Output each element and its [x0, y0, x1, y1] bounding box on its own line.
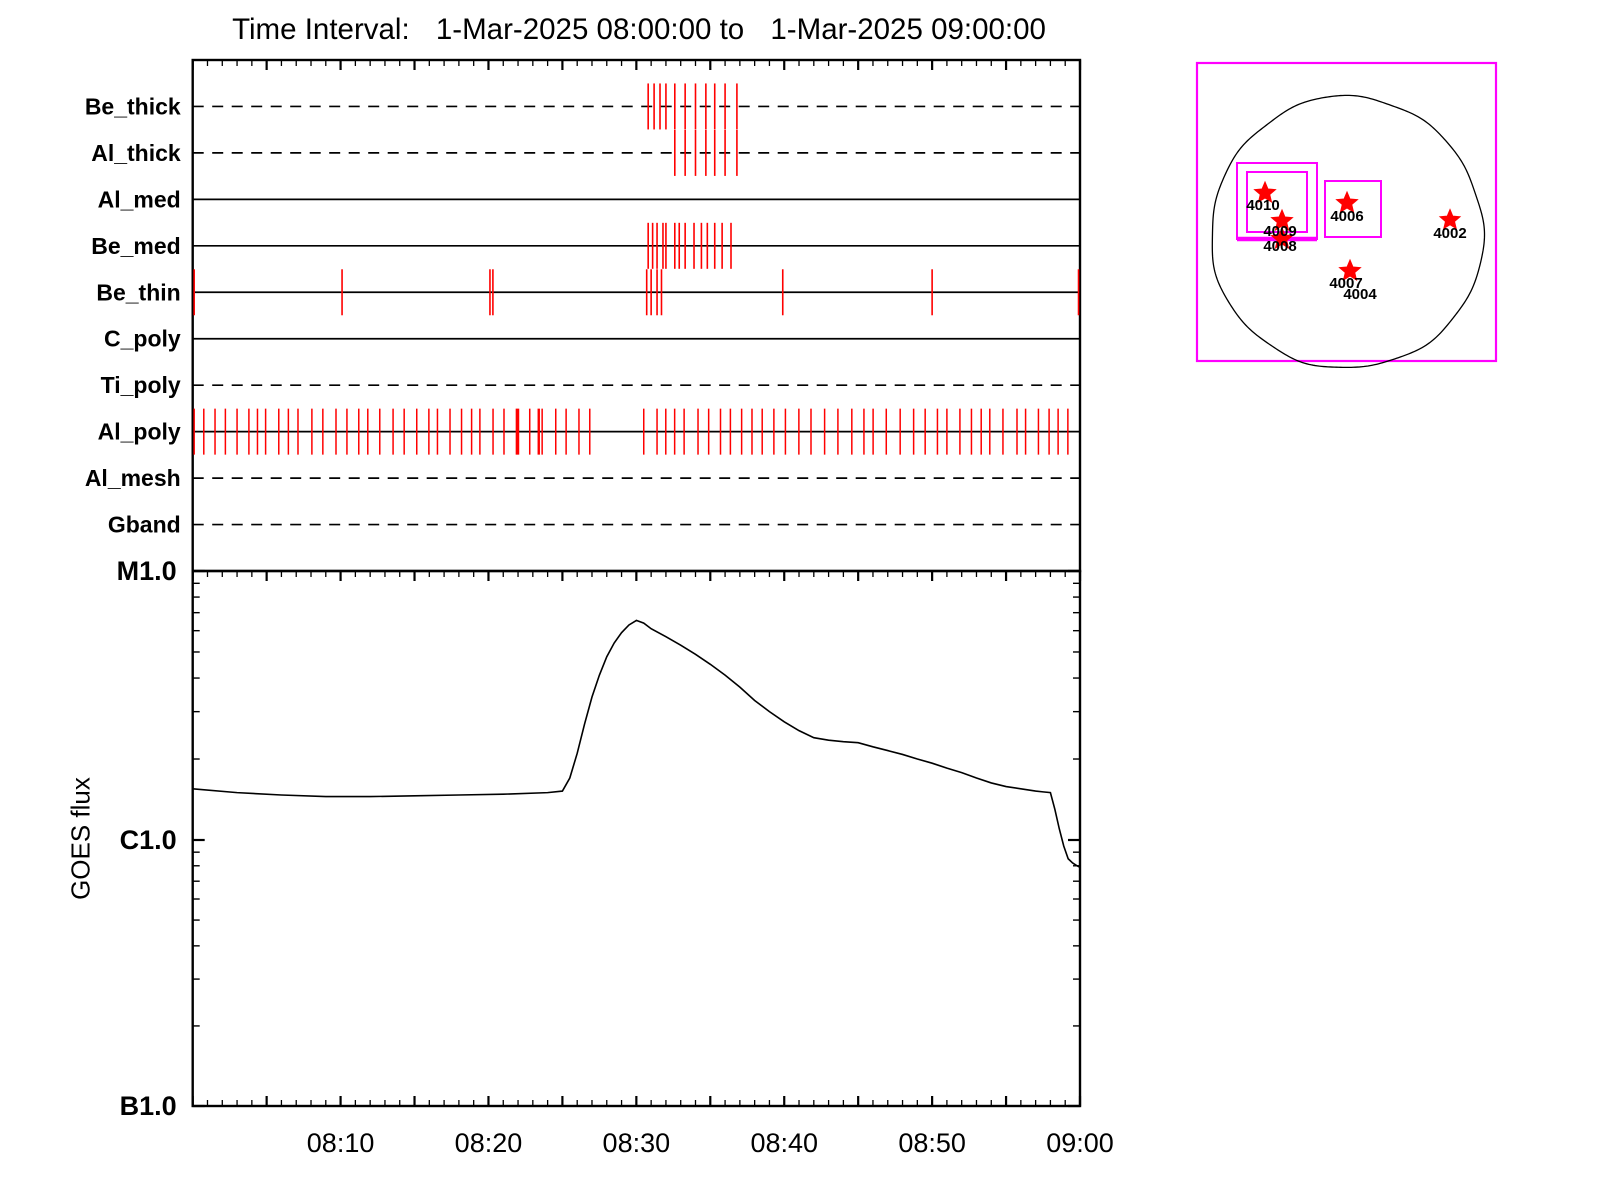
svg-text:Al_med: Al_med — [98, 186, 181, 212]
svg-text:4008: 4008 — [1263, 238, 1296, 255]
svg-text:Be_thick: Be_thick — [85, 93, 181, 119]
svg-text:4004: 4004 — [1343, 286, 1377, 303]
svg-text:08:30: 08:30 — [603, 1128, 671, 1158]
svg-text:Al_thick: Al_thick — [91, 140, 181, 166]
svg-text:Time Interval: 1-Mar-2025 08:0: Time Interval: 1-Mar-2025 08:00:00 to 1-… — [232, 13, 1046, 46]
svg-text:Al_mesh: Al_mesh — [85, 465, 181, 491]
svg-text:08:20: 08:20 — [455, 1128, 523, 1158]
svg-text:Ti_poly: Ti_poly — [101, 372, 181, 398]
svg-text:M1.0: M1.0 — [117, 556, 177, 586]
svg-text:4002: 4002 — [1433, 225, 1466, 242]
svg-text:Be_thin: Be_thin — [96, 279, 180, 305]
svg-text:C_poly: C_poly — [104, 326, 181, 352]
svg-text:GOES flux: GOES flux — [66, 777, 96, 900]
svg-text:Al_poly: Al_poly — [98, 419, 181, 445]
svg-text:4006: 4006 — [1330, 208, 1363, 225]
svg-text:08:40: 08:40 — [750, 1128, 818, 1158]
svg-text:08:10: 08:10 — [307, 1128, 375, 1158]
svg-text:08:50: 08:50 — [898, 1128, 966, 1158]
svg-text:B1.0: B1.0 — [120, 1091, 177, 1121]
svg-text:Be_med: Be_med — [91, 233, 180, 259]
svg-text:4010: 4010 — [1246, 197, 1279, 214]
svg-text:09:00: 09:00 — [1046, 1128, 1114, 1158]
svg-text:C1.0: C1.0 — [120, 825, 177, 855]
svg-text:Gband: Gband — [108, 512, 181, 538]
